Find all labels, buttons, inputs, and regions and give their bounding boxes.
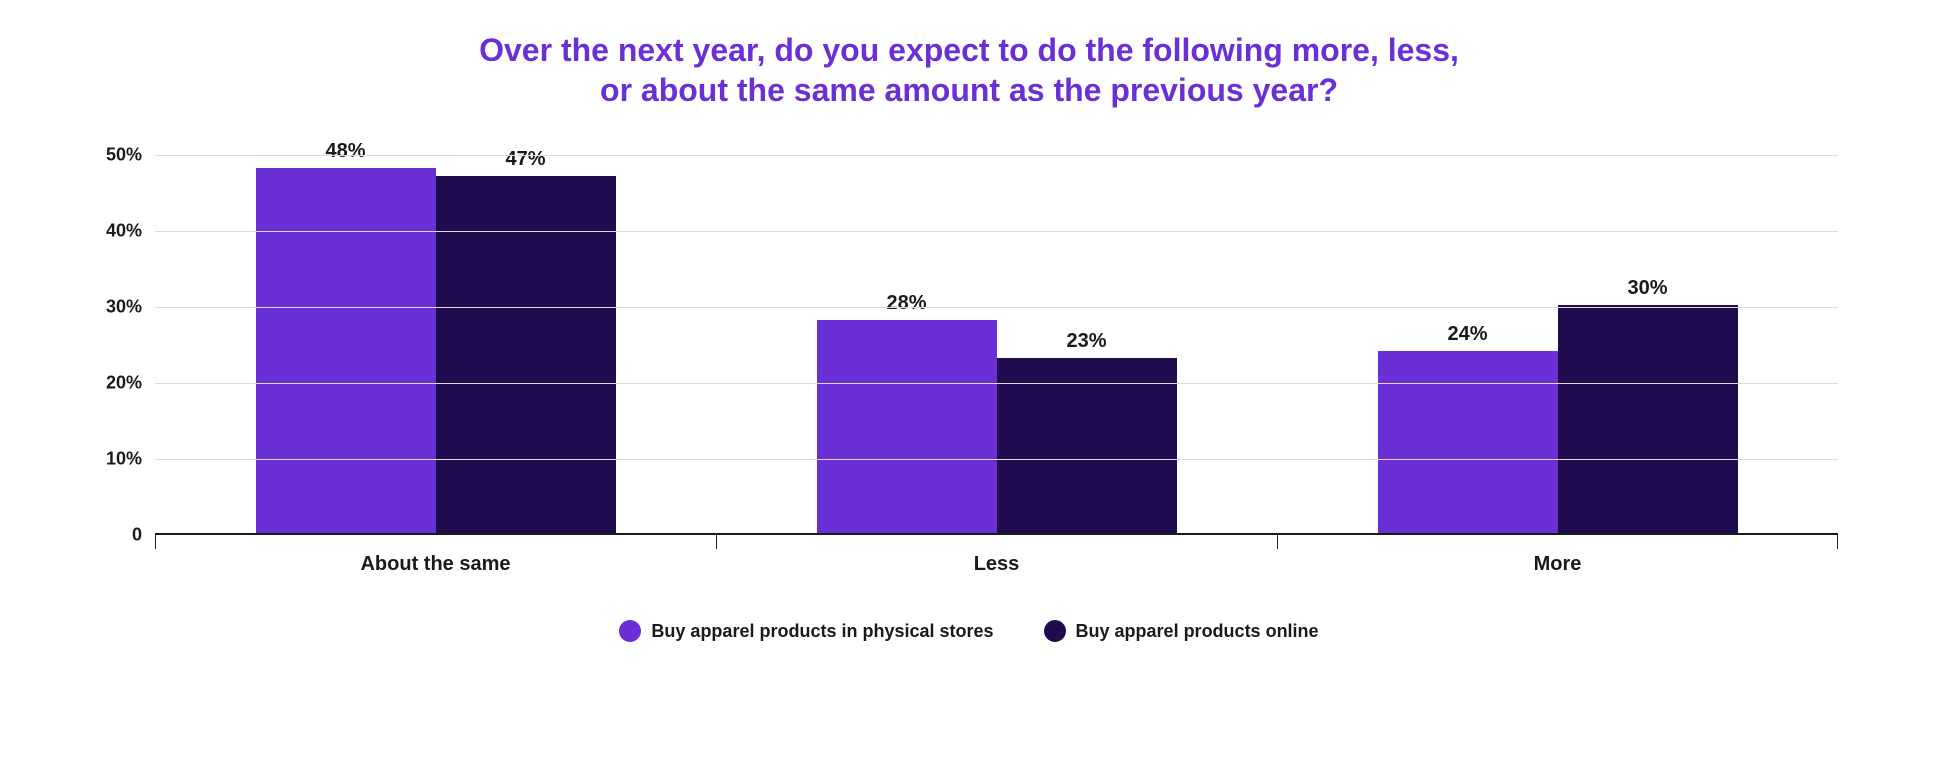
bar: 30% xyxy=(1558,305,1738,533)
category-group: 28%23% xyxy=(716,155,1277,533)
y-tick-label: 30% xyxy=(106,297,142,318)
x-tick-region: More xyxy=(1277,535,1838,585)
x-axis: About the same Less More xyxy=(155,535,1838,585)
plot-area: 48%47%28%23%24%30% xyxy=(155,155,1838,535)
gridline xyxy=(155,155,1838,156)
bar: 23% xyxy=(997,358,1177,533)
legend-item: Buy apparel products online xyxy=(1044,620,1319,642)
chart-title-line2: or about the same amount as the previous… xyxy=(600,72,1338,108)
gridline xyxy=(155,307,1838,308)
bars-region: 48%47%28%23%24%30% xyxy=(155,155,1838,533)
legend-label: Buy apparel products in physical stores xyxy=(651,621,993,642)
bar: 48% xyxy=(256,168,436,533)
chart-container: 010%20%30%40%50% 48%47%28%23%24%30% Abou… xyxy=(100,155,1838,585)
chart-title: Over the next year, do you expect to do … xyxy=(60,30,1878,110)
x-tick-label: More xyxy=(1534,553,1582,576)
bar-value-label: 48% xyxy=(325,140,365,163)
x-tick-label: Less xyxy=(974,553,1020,576)
x-tick-mark xyxy=(716,535,717,549)
x-tick-mark xyxy=(1277,535,1278,549)
y-tick-label: 40% xyxy=(106,221,142,242)
x-tick-region: About the same xyxy=(155,535,716,585)
category-group: 48%47% xyxy=(155,155,716,533)
gridline xyxy=(155,459,1838,460)
bar-value-label: 28% xyxy=(886,292,926,315)
y-tick-label: 20% xyxy=(106,373,142,394)
bar: 28% xyxy=(817,320,997,533)
legend: Buy apparel products in physical stores B… xyxy=(60,620,1878,642)
bar-value-label: 24% xyxy=(1447,323,1487,346)
legend-swatch xyxy=(1044,620,1066,642)
legend-swatch xyxy=(619,620,641,642)
bar-value-label: 30% xyxy=(1627,277,1667,300)
bar: 47% xyxy=(436,176,616,533)
legend-item: Buy apparel products in physical stores xyxy=(619,620,993,642)
bar-value-label: 23% xyxy=(1066,330,1106,353)
x-tick-label: About the same xyxy=(360,553,510,576)
legend-label: Buy apparel products online xyxy=(1076,621,1319,642)
bar-value-label: 47% xyxy=(505,148,545,171)
y-axis: 010%20%30%40%50% xyxy=(100,155,150,535)
y-tick-label: 0 xyxy=(132,525,142,546)
y-tick-label: 10% xyxy=(106,449,142,470)
x-tick-mark xyxy=(155,535,156,549)
chart-title-line1: Over the next year, do you expect to do … xyxy=(479,32,1459,68)
y-tick-label: 50% xyxy=(106,145,142,166)
category-group: 24%30% xyxy=(1277,155,1838,533)
bar: 24% xyxy=(1378,351,1558,533)
x-tick-region: Less xyxy=(716,535,1277,585)
gridline xyxy=(155,231,1838,232)
gridline xyxy=(155,383,1838,384)
x-tick-mark xyxy=(1837,535,1838,549)
